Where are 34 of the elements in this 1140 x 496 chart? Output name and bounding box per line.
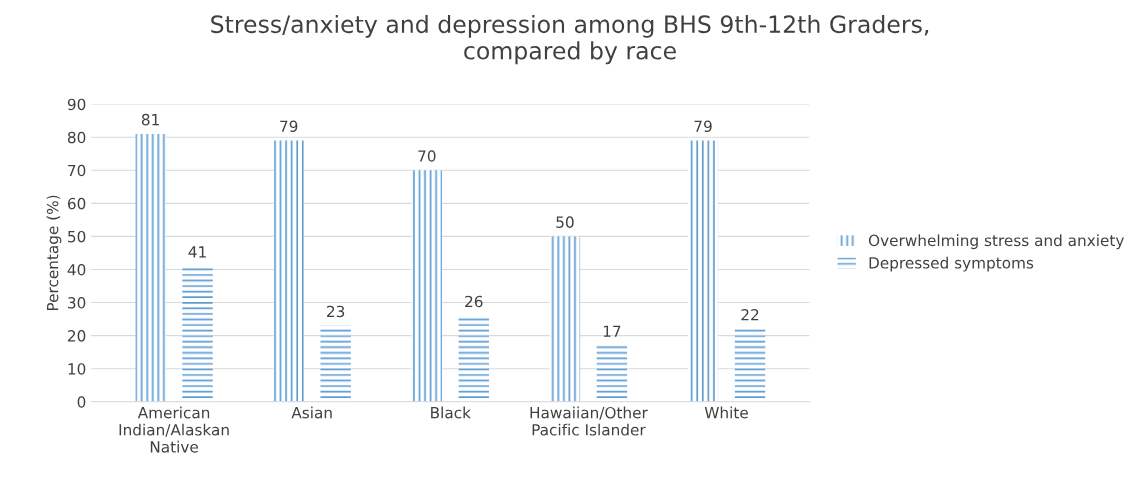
x-tick-label: American Indian/Alaskan Native — [119, 406, 229, 453]
bar — [135, 133, 166, 402]
y-tick-label: 70 — [68, 164, 86, 177]
x-tick-label: Black — [431, 406, 471, 419]
y-tick-label: 0 — [77, 396, 86, 408]
chart-title: Stress/anxiety and depression among BHS 9th-12th Graders, compared by race — [211, 14, 929, 65]
y-tick-label: 80 — [67, 131, 86, 144]
legend-label: Depressed symptoms — [869, 256, 1034, 272]
y-tick-label: 30 — [68, 297, 86, 309]
y-tick-label: 20 — [68, 330, 86, 342]
y-tick-label: 90 — [67, 98, 86, 111]
bar — [273, 140, 304, 402]
data-label: 22 — [741, 308, 759, 321]
x-tick-label: White — [704, 406, 748, 419]
data-label: 79 — [280, 120, 298, 133]
data-label: 23 — [327, 305, 345, 318]
legend-label: Overwhelming stress and anxiety — [868, 234, 1124, 250]
data-label: 26 — [465, 295, 483, 308]
y-tick-label: 50 — [68, 230, 86, 243]
y-tick-label: 60 — [67, 197, 86, 210]
data-label: 81 — [141, 113, 159, 126]
bar — [687, 140, 719, 402]
x-tick-label: Hawaiian/Other Pacific Islander — [530, 406, 648, 436]
bar — [549, 236, 581, 402]
data-label: 50 — [556, 216, 574, 228]
y-axis-title: Percentage (%) — [46, 195, 62, 311]
x-tick-label: Asian — [291, 406, 332, 419]
data-label: 70 — [418, 150, 436, 162]
bar — [411, 170, 443, 402]
data-label: 79 — [694, 120, 712, 133]
y-tick-label: 40 — [67, 263, 86, 276]
data-label: 41 — [188, 246, 206, 258]
y-tick-label: 10 — [68, 363, 86, 375]
data-label: 17 — [603, 325, 621, 337]
